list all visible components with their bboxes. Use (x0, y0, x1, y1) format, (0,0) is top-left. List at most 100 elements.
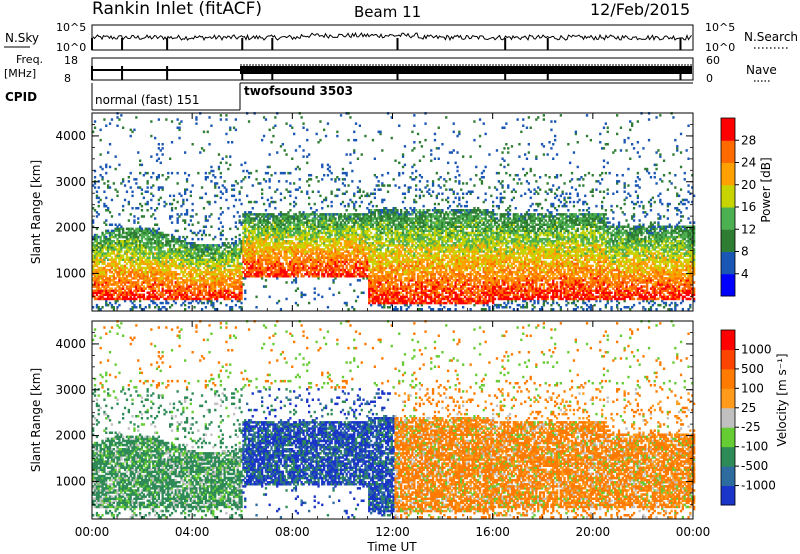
power-cell (356, 295, 360, 299)
power-cell (197, 252, 200, 255)
power-cell (264, 229, 268, 233)
power-cell (197, 260, 200, 264)
power-cell (176, 250, 179, 253)
power-cell (232, 287, 236, 290)
power-cell (142, 273, 145, 276)
power-cell (127, 285, 130, 288)
power-cell (204, 273, 207, 276)
power-cell (285, 153, 288, 156)
power-cell (328, 273, 331, 276)
power-cell (212, 287, 215, 290)
power-cell (99, 270, 102, 274)
power-cell (97, 295, 100, 299)
power-cell (246, 194, 249, 198)
power-cell (191, 231, 194, 235)
power-cell (150, 264, 153, 268)
power-cell (137, 295, 140, 299)
power-cell (170, 235, 174, 239)
power-cell (129, 128, 132, 132)
power-cell (217, 291, 221, 294)
power-cell (364, 221, 367, 224)
power-cell (217, 252, 221, 255)
power-cell (140, 277, 144, 280)
power-cell (257, 258, 260, 261)
power-cell (298, 186, 301, 189)
power-cell (234, 273, 237, 276)
power-cell (349, 227, 352, 231)
power-cell (232, 279, 236, 282)
power-cell (291, 252, 294, 255)
power-cell (306, 161, 309, 165)
power-cell (274, 217, 277, 220)
power-cell (351, 180, 354, 183)
power-cell (262, 242, 266, 245)
power-cell (317, 229, 320, 233)
power-cell (118, 273, 121, 276)
power-cell (118, 227, 121, 231)
power-cell (323, 275, 326, 278)
power-cell (225, 198, 228, 202)
power-cell (261, 252, 264, 255)
power-cell (293, 268, 296, 272)
power-cell (178, 126, 181, 129)
power-cell (216, 248, 219, 251)
power-cell (185, 178, 189, 181)
power-cell (364, 229, 367, 233)
power-cell (328, 217, 331, 220)
power-cell (321, 295, 324, 299)
power-cell (339, 258, 343, 261)
power-cell (172, 254, 176, 257)
power-cell (364, 262, 367, 266)
power-cell (377, 283, 380, 286)
power-cell (274, 229, 277, 233)
power-cell (135, 283, 138, 286)
power-cell (231, 277, 234, 280)
power-cell (341, 171, 345, 175)
power-cell (324, 256, 328, 259)
power-cell (157, 254, 160, 257)
power-cell (127, 237, 130, 241)
power-cell (319, 229, 322, 233)
power-cell (356, 221, 360, 224)
power-cell (298, 244, 301, 247)
power-cell (287, 242, 290, 245)
power-cell (95, 303, 99, 307)
power-cell (366, 221, 369, 224)
power-cell (345, 215, 348, 218)
power-cell (178, 291, 181, 294)
power-cell (189, 219, 192, 222)
power-cell (180, 213, 183, 216)
power-cell (353, 248, 356, 251)
power-cell (116, 256, 119, 259)
power-cell (99, 240, 102, 243)
power-cell (216, 264, 219, 268)
power-cell (298, 215, 301, 218)
power-cell (294, 149, 298, 152)
power-cell (93, 240, 97, 243)
power-cell (379, 268, 382, 272)
power-cell (338, 227, 341, 231)
power-cell (370, 283, 373, 286)
power-cell (371, 285, 375, 288)
power-cell (165, 252, 168, 255)
power-cell (144, 297, 147, 301)
power-cell (114, 266, 117, 270)
power-cell (184, 270, 187, 274)
power-cell (108, 275, 112, 278)
power-cell (309, 264, 313, 268)
power-cell (225, 258, 228, 261)
power-cell (277, 260, 281, 264)
power-cell (364, 213, 367, 216)
power-cell (347, 273, 350, 276)
power-cell (264, 233, 268, 237)
power-cell (214, 200, 217, 204)
power-cell (127, 250, 130, 253)
power-cell (137, 266, 140, 270)
power-cell (133, 215, 136, 218)
power-cell (142, 270, 145, 274)
power-cell (321, 250, 324, 253)
power-cell (300, 250, 303, 253)
power-cell (293, 215, 296, 218)
power-cell (238, 287, 241, 290)
power-cell (362, 262, 365, 266)
